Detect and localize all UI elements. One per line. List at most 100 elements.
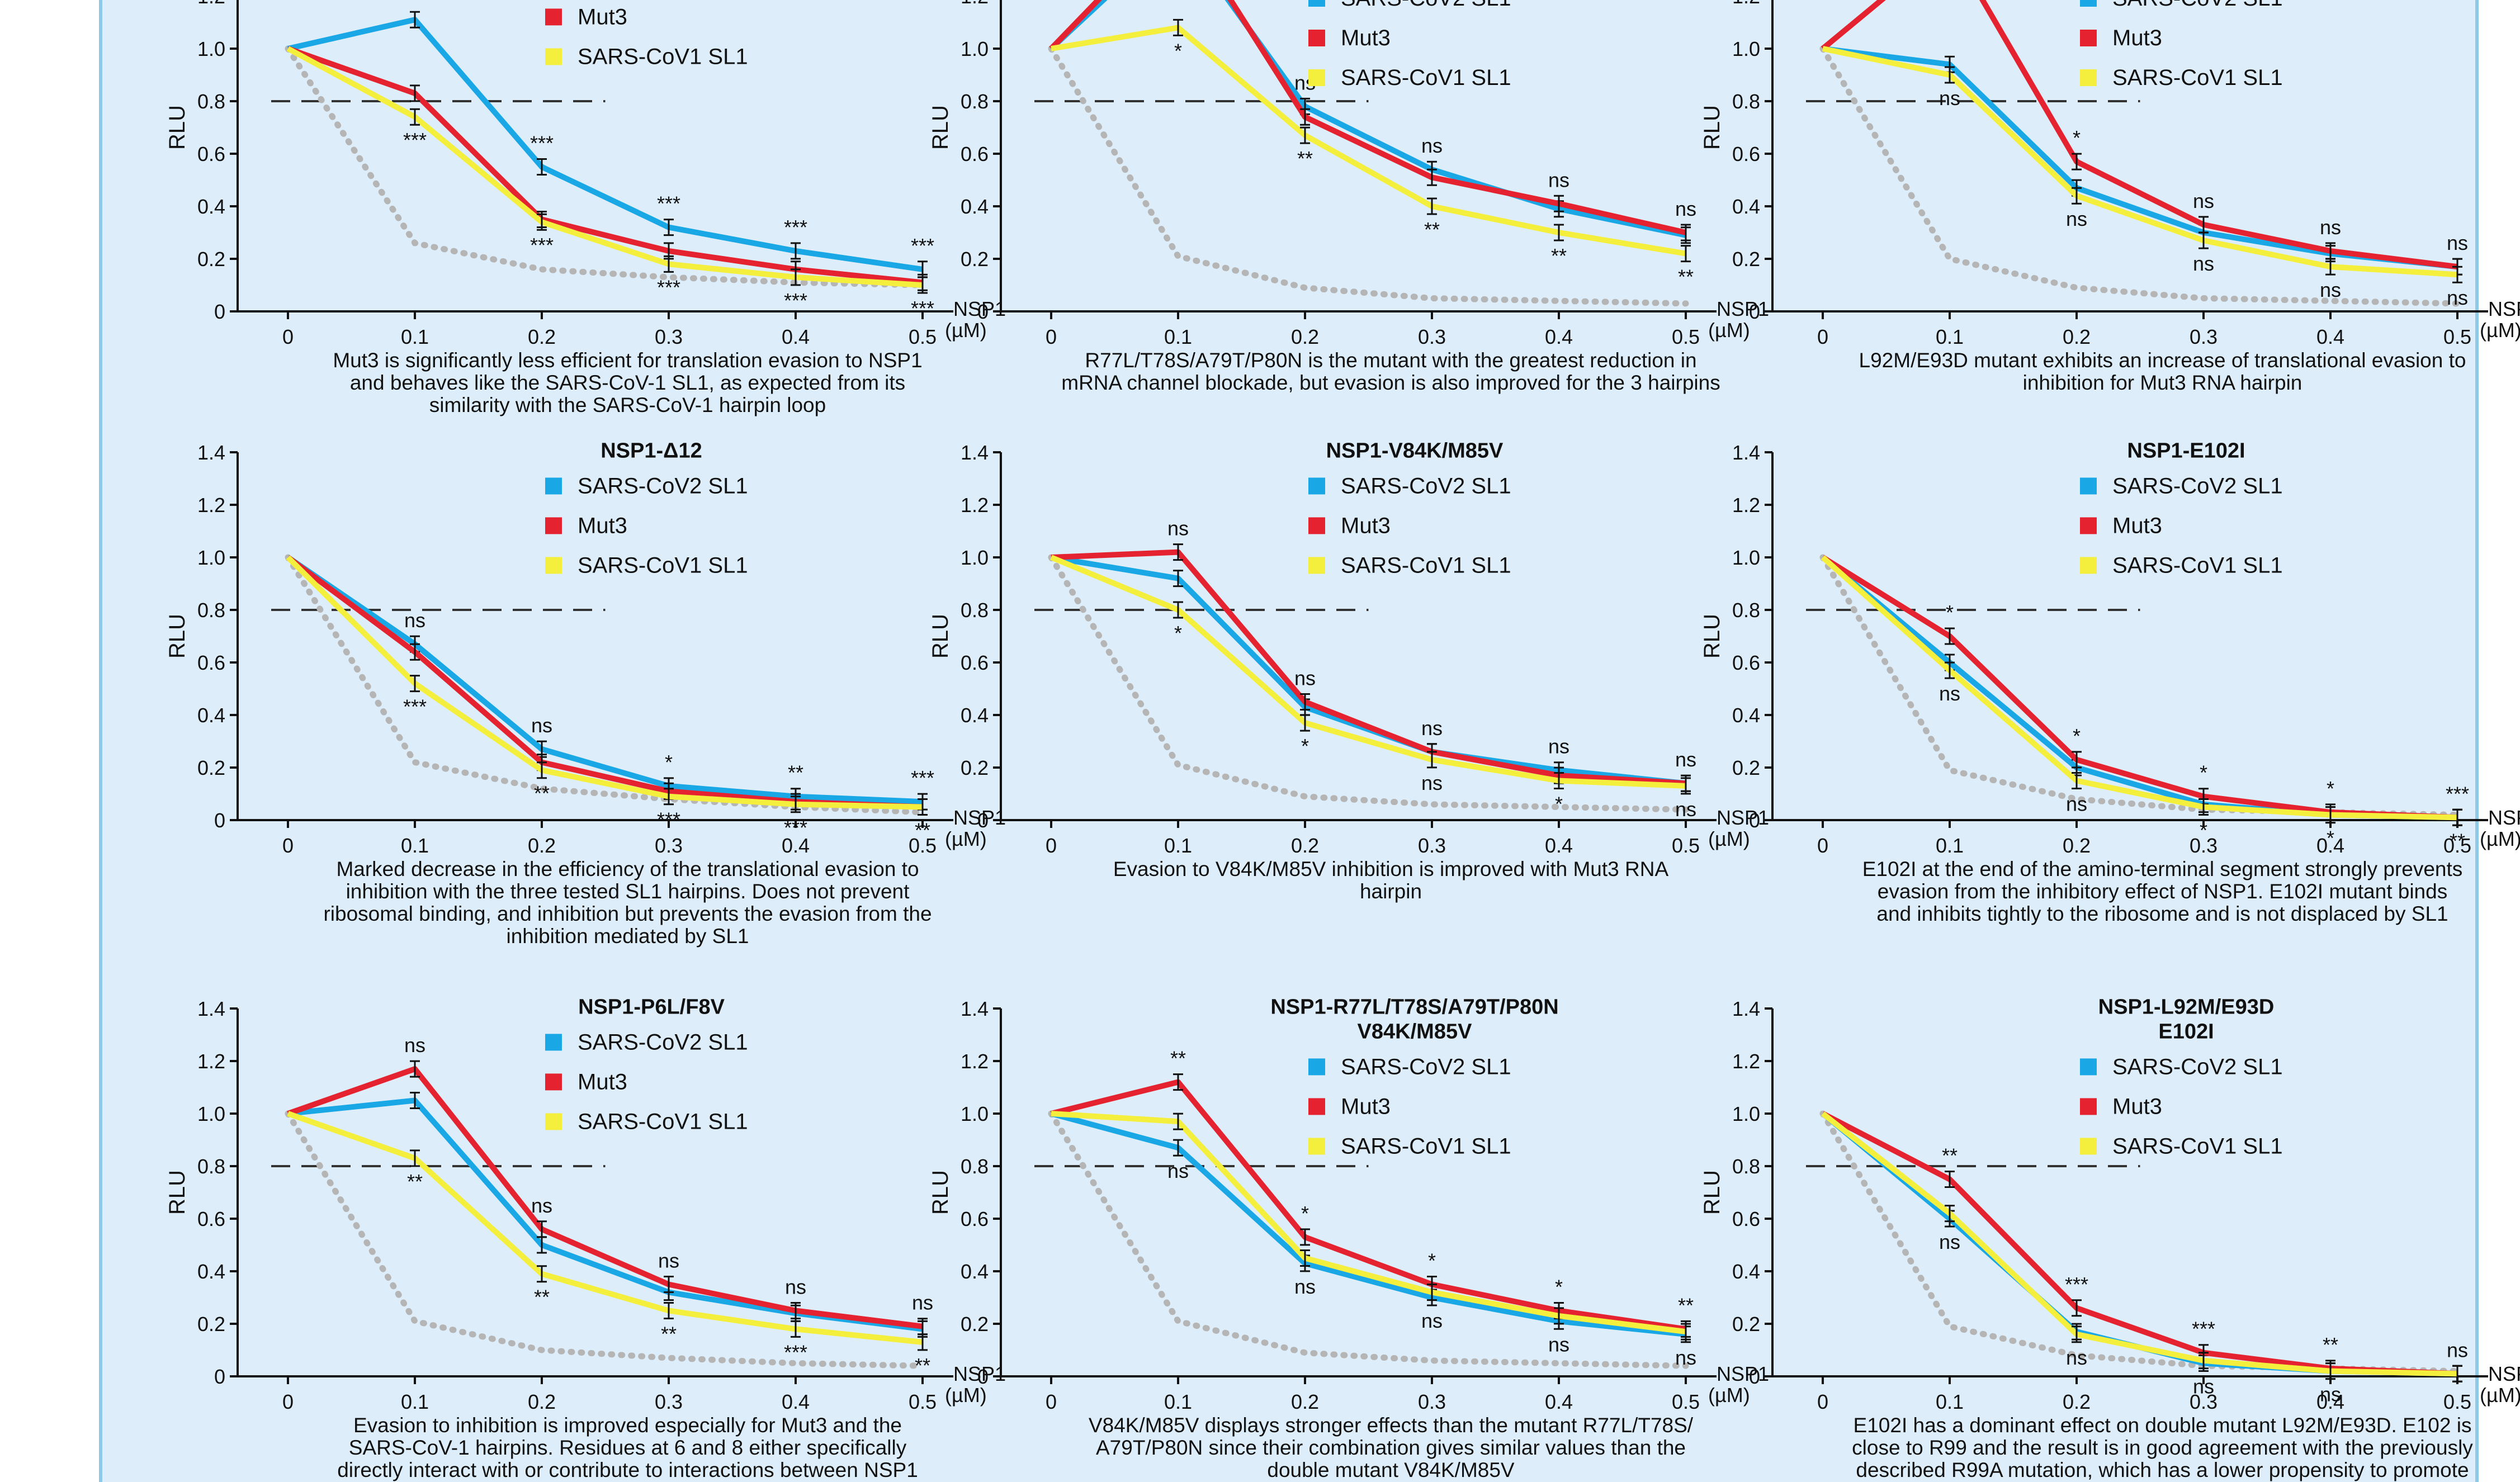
x-tick-label: 0.3 [1418,325,1446,348]
series-line-3 [1821,555,2458,821]
y-tick-label: 1.0 [1732,546,1760,569]
legend-label: Mut3 [1341,26,1391,50]
legend-label: SARS-CoV2 SL1 [578,474,748,498]
legend-swatch [1308,1098,1325,1115]
legend-swatch [1308,69,1325,86]
y-tick-label: 0.8 [197,599,225,622]
chart-caption: inhibition for Mut3 RNA hairpin [2023,371,2302,394]
chart-caption: E102I has a dominant effect on double mu… [1854,1414,2472,1437]
legend-label: Mut3 [578,513,627,538]
y-tick-label: 0 [1749,809,1760,832]
y-tick-label: 0.2 [1732,1313,1760,1336]
series-line-3 [1821,1111,2458,1377]
x-tick-label: 0 [1046,325,1057,348]
legend-label: SARS-CoV2 SL1 [2112,1054,2283,1079]
x-axis-label: NSP1 [2488,806,2520,829]
significance-label-mut3: *** [911,766,934,789]
legend-label: SARS-CoV1 SL1 [578,1109,748,1134]
x-tick-label: 0.5 [1672,834,1700,857]
significance-label-cov1: * [1174,39,1182,62]
x-tick-label: 0.5 [909,834,937,857]
chart-caption: evasion from the inhibitory effect of NS… [1878,880,2447,903]
significance-label-mut3: ns [1421,717,1443,740]
legend-swatch [2080,1138,2097,1155]
significance-label-cov1: ** [661,1323,677,1346]
y-tick-label: 0.4 [1732,1260,1760,1283]
y-tick-label: 0.6 [197,651,225,674]
significance-label-cov1: *** [530,234,554,257]
y-tick-label: 0 [977,809,989,832]
x-axis-unit: (µM) [2480,319,2520,342]
y-tick-label: 0 [977,300,989,323]
significance-label-mut3: *** [2446,782,2469,805]
y-axis-label: RLU [1700,614,1724,659]
legend-label: SARS-CoV2 SL1 [578,1030,748,1054]
series-line-1 [286,555,923,805]
significance-label-cov1: *** [657,276,680,299]
y-tick-label: 1.2 [961,1050,989,1073]
x-tick-label: 0.3 [1418,834,1446,857]
significance-label-mut3: ns [2447,1338,2468,1361]
significance-label-mut3: * [2073,126,2081,149]
x-tick-label: 0.4 [1545,325,1573,348]
x-axis-unit: (µM) [945,827,987,850]
significance-label-cov1: *** [403,129,427,151]
legend-label: SARS-CoV1 SL1 [578,44,748,69]
chart-panel-5: 0 0.2 0.4 0.6 0.8 1.0 1.2 1.4 RLU 0 0.1 0.2 0.3 0.4 0.… [928,439,1769,903]
x-tick-label: 0.4 [2316,1390,2344,1413]
chart-caption: similarity with the SARS-CoV-1 hairpin l… [429,394,826,416]
x-tick-label: 0.1 [1936,1390,1964,1413]
y-tick-label: 0.2 [1732,756,1760,779]
y-tick-label: 0.8 [961,1155,989,1178]
significance-label-cov1: *** [784,816,807,839]
x-axis-unit: (µM) [2480,1384,2520,1407]
significance-label-cov1: ns [2447,286,2468,309]
x-axis-label: NSP1 [1717,297,1769,320]
y-tick-label: 1.4 [961,997,989,1020]
x-axis-label: NSP1 [1717,1362,1769,1385]
y-tick-label: 1.0 [197,1102,225,1125]
x-tick-label: 0.1 [401,325,429,348]
y-tick-label: 0.4 [1732,704,1760,727]
legend-swatch [1308,1058,1325,1076]
legend-label: Mut3 [578,1069,627,1094]
significance-label-mut3: *** [911,234,934,257]
chart-panel-2: 00.20.40.60.81.01.21.4RLU00.10.20.30.40.… [928,0,1769,394]
x-tick-label: 0 [1817,1390,1828,1413]
legend-label: Mut3 [1341,1094,1391,1119]
y-tick-label: 0.8 [197,90,225,113]
x-tick-label: 0.2 [528,1390,556,1413]
y-tick-label: 0.2 [197,756,225,779]
significance-label-mut3: ns [531,1194,552,1217]
y-tick-label: 1.2 [961,494,989,517]
chart-title: E102I [2158,1020,2214,1043]
y-tick-label: 1.2 [1732,1050,1760,1073]
significance-label-cov1: * [1174,622,1182,645]
x-tick-label: 0.5 [2443,1390,2471,1413]
y-tick-label: 0.8 [1732,1155,1760,1178]
legend-swatch [2080,477,2097,495]
chart-caption: close to R99 and the result is in good a… [1852,1436,2473,1459]
x-axis-unit: (µM) [945,319,987,342]
legend-label: SARS-CoV1 SL1 [2112,553,2283,577]
significance-label-mut3: *** [403,0,427,7]
significance-label-mut3: ns [2447,231,2468,254]
legend-label: Mut3 [578,4,627,29]
x-tick-label: 0.3 [1418,1390,1446,1413]
significance-label-cov1: * [1301,735,1309,757]
legend-swatch [1308,1138,1325,1155]
significance-label-mut3: ns [1548,168,1569,191]
significance-label-mut3: * [2073,725,2081,747]
chart-title: NSP1-E102I [2127,439,2245,462]
y-axis-label: RLU [165,614,190,659]
significance-label-mut3: ns [1294,667,1316,690]
y-tick-label: 1.0 [197,546,225,569]
x-tick-label: 0 [1046,1390,1057,1413]
x-tick-label: 0.5 [2443,325,2471,348]
y-tick-label: 0.6 [961,143,989,165]
significance-label-mut3: * [2327,777,2334,800]
chart-panel-6: 0 0.2 0.4 0.6 0.8 1.0 1.2 1.4 RLU 0 0.1 0.2 0.3 0.4 0.… [1700,439,2520,925]
significance-label-mut3: ** [2323,1333,2338,1356]
y-tick-label: 0 [214,300,225,323]
